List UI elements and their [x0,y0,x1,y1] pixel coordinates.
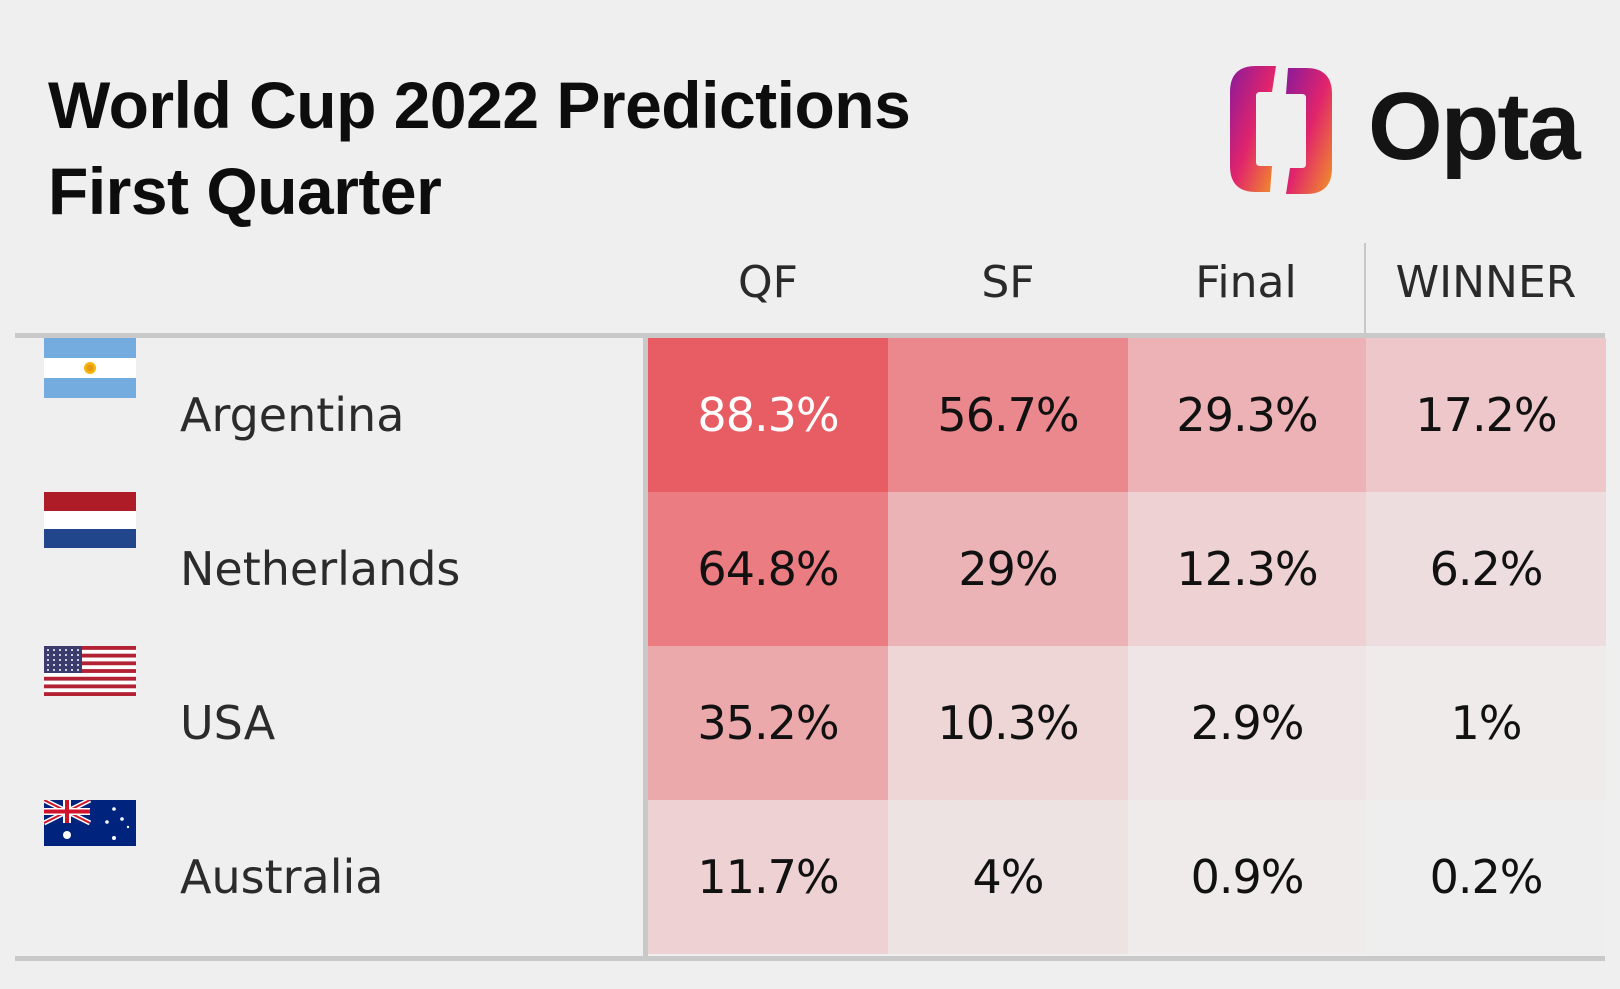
team-name: Australia [180,850,384,904]
column-header-final: Final [1195,257,1297,308]
heat-cell-qf: 88.3% [648,338,888,492]
table-row: Australia 11.7% 4% 0.9% 0.2% [0,797,1620,954]
team-name: Netherlands [180,542,461,596]
team-name: USA [180,696,276,750]
heat-cell-winner: 17.2% [1366,338,1606,492]
header-rule [15,333,1605,338]
heat-cell-qf: 35.2% [648,646,888,800]
heat-cell-qf: 11.7% [648,800,888,954]
winner-column-divider [1364,243,1366,335]
heat-cell-winner: 0.2% [1366,800,1606,954]
table-row: Argentina 88.3% 56.7% 29.3% 17.2% [0,338,1620,492]
column-header-qf: QF [738,257,798,308]
table-row: USA 35.2% 10.3% 2.9% 1% [0,646,1620,800]
heat-cell-sf: 56.7% [888,338,1128,492]
chart-title: World Cup 2022 Predictions First Quarter [48,62,911,234]
heat-cell-sf: 29% [888,492,1128,646]
heat-cell-final: 2.9% [1128,646,1366,800]
heat-cell-winner: 6.2% [1366,492,1606,646]
opta-logo-mark-icon [1230,66,1332,194]
bottom-rule [15,956,1605,961]
opta-wordmark: Opta [1368,73,1581,180]
team-name: Argentina [180,388,405,442]
opta-logo: Opta [1226,62,1581,198]
column-header-winner: WINNER [1395,257,1577,308]
table-row: Netherlands 64.8% 29% 12.3% 6.2% [0,492,1620,646]
argentina-flag-icon [44,338,136,402]
title-line-1: World Cup 2022 Predictions [48,68,911,142]
heat-cell-qf: 64.8% [648,492,888,646]
heat-cell-final: 29.3% [1128,338,1366,492]
netherlands-flag-icon [44,492,136,552]
team-column-divider [643,338,648,956]
title-line-2: First Quarter [48,154,442,228]
heat-cell-final: 12.3% [1128,492,1366,646]
heat-cell-sf: 10.3% [888,646,1128,800]
heat-cell-winner: 1% [1366,646,1606,800]
heat-cell-sf: 4% [888,800,1128,954]
column-header-sf: SF [981,257,1035,308]
australia-flag-icon [42,797,136,850]
usa-flag-icon [44,646,136,700]
heat-cell-final: 0.9% [1128,800,1366,954]
